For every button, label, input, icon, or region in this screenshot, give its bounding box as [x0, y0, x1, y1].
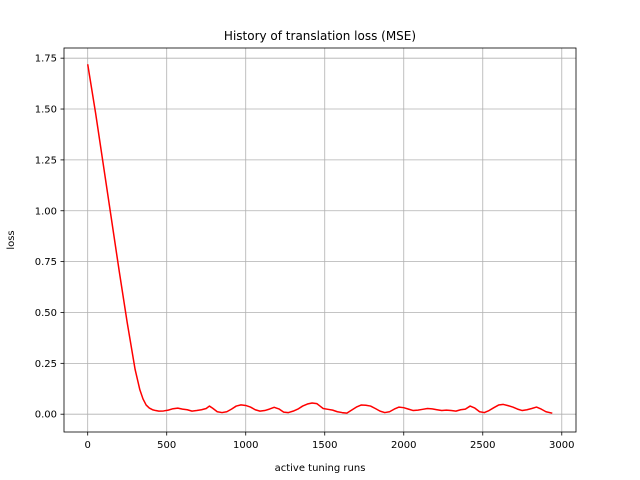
x-tick-label: 0	[85, 440, 91, 451]
x-tick-label: 1000	[233, 440, 258, 451]
y-tick-label: 0.50	[35, 308, 57, 319]
x-tick-label: 1500	[312, 440, 337, 451]
chart-title: History of translation loss (MSE)	[224, 29, 416, 43]
x-axis: 0 500 1000 1500 2000 2500 3000	[85, 432, 575, 451]
loss-series-line	[86, 64, 553, 414]
x-tick-label: 500	[157, 440, 176, 451]
y-tick-label: 1.25	[35, 155, 57, 166]
x-tick-label: 2000	[391, 440, 416, 451]
x-tick-label: 3000	[549, 440, 574, 451]
x-tick-label: 2500	[470, 440, 495, 451]
y-tick-label: 0.25	[35, 359, 57, 370]
y-tick-label: 1.00	[35, 206, 57, 217]
y-axis-label: loss	[6, 230, 17, 249]
plot-frame	[63, 47, 577, 433]
y-tick-label: 0.00	[35, 410, 57, 421]
series-layer	[86, 64, 553, 414]
y-tick-label: 0.75	[35, 257, 57, 268]
grid	[64, 48, 576, 432]
y-tick-label: 1.75	[35, 54, 57, 65]
x-axis-label: active tuning runs	[275, 463, 366, 474]
y-axis: 0.00 0.25 0.50 0.75 1.00 1.25 1.50 1.75	[35, 54, 64, 421]
y-tick-label: 1.50	[35, 105, 57, 116]
